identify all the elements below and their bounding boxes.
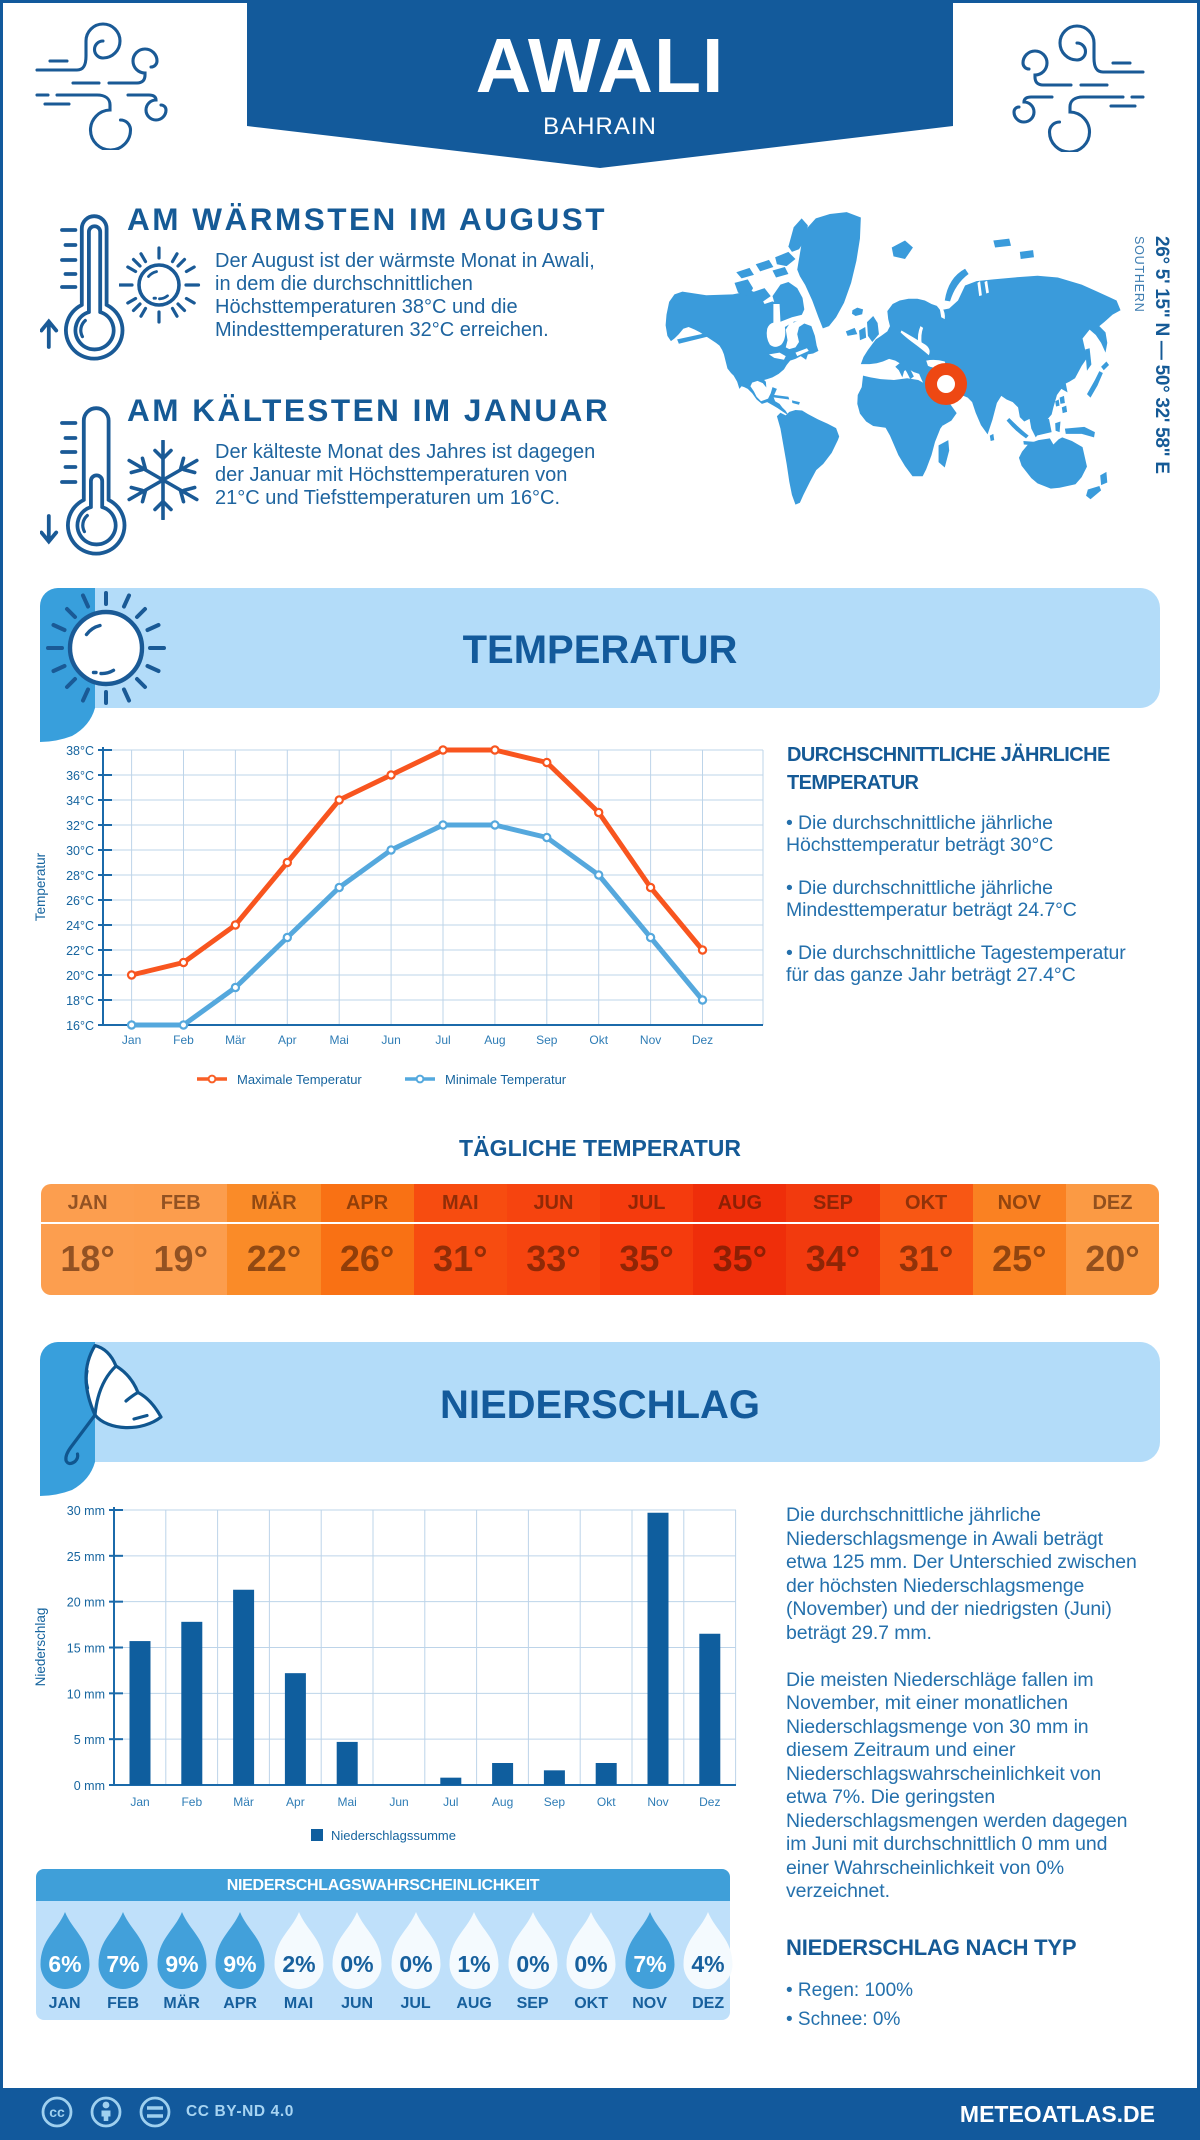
svg-text:32°C: 32°C: [66, 819, 94, 833]
svg-text:Mär: Mär: [225, 1033, 246, 1047]
svg-text:36°C: 36°C: [66, 769, 94, 783]
svg-text:15 mm: 15 mm: [67, 1641, 105, 1655]
svg-text:20°C: 20°C: [66, 969, 94, 983]
svg-text:Okt: Okt: [597, 1795, 616, 1809]
svg-text:7%: 7%: [106, 1951, 139, 1977]
svg-text:Jun: Jun: [381, 1033, 400, 1047]
svg-text:Mär: Mär: [233, 1795, 254, 1809]
svg-text:16°C: 16°C: [66, 1019, 94, 1033]
svg-text:Jun: Jun: [389, 1795, 408, 1809]
svg-text:cc: cc: [49, 2104, 65, 2120]
svg-text:30°C: 30°C: [66, 844, 94, 858]
svg-text:Feb: Feb: [173, 1033, 194, 1047]
svg-text:30 mm: 30 mm: [67, 1504, 105, 1518]
svg-text:Niederschlag: Niederschlag: [33, 1608, 48, 1687]
svg-text:0 mm: 0 mm: [74, 1779, 105, 1793]
svg-text:Aug: Aug: [492, 1795, 513, 1809]
svg-text:0%: 0%: [516, 1951, 549, 1977]
svg-text:9%: 9%: [223, 1951, 256, 1977]
svg-text:Feb: Feb: [181, 1795, 202, 1809]
svg-text:Apr: Apr: [286, 1795, 305, 1809]
svg-text:25 mm: 25 mm: [67, 1550, 105, 1564]
svg-text:2%: 2%: [282, 1951, 315, 1977]
svg-text:9%: 9%: [165, 1951, 198, 1977]
svg-text:34°C: 34°C: [66, 794, 94, 808]
svg-text:26°C: 26°C: [66, 894, 94, 908]
svg-text:Maximale Temperatur: Maximale Temperatur: [237, 1072, 362, 1087]
svg-text:0%: 0%: [340, 1951, 373, 1977]
svg-text:Jul: Jul: [435, 1033, 450, 1047]
svg-text:Temperatur: Temperatur: [33, 852, 48, 921]
svg-text:Niederschlagssumme: Niederschlagssumme: [331, 1828, 456, 1843]
svg-text:Dez: Dez: [699, 1795, 720, 1809]
svg-text:6%: 6%: [48, 1951, 81, 1977]
svg-text:10 mm: 10 mm: [67, 1687, 105, 1701]
svg-text:5 mm: 5 mm: [74, 1733, 105, 1747]
svg-text:Okt: Okt: [589, 1033, 608, 1047]
svg-text:28°C: 28°C: [66, 869, 94, 883]
svg-text:Dez: Dez: [692, 1033, 713, 1047]
svg-text:Apr: Apr: [278, 1033, 297, 1047]
svg-text:Mai: Mai: [330, 1033, 349, 1047]
svg-text:Sep: Sep: [536, 1033, 558, 1047]
svg-text:Nov: Nov: [647, 1795, 668, 1809]
svg-text:22°C: 22°C: [66, 944, 94, 958]
svg-text:Minimale Temperatur: Minimale Temperatur: [445, 1072, 567, 1087]
svg-text:24°C: 24°C: [66, 919, 94, 933]
svg-text:0%: 0%: [574, 1951, 607, 1977]
svg-text:Jul: Jul: [443, 1795, 458, 1809]
svg-text:Aug: Aug: [484, 1033, 505, 1047]
svg-text:1%: 1%: [457, 1951, 490, 1977]
svg-text:18°C: 18°C: [66, 994, 94, 1008]
svg-text:Jan: Jan: [130, 1795, 149, 1809]
svg-text:20 mm: 20 mm: [67, 1596, 105, 1610]
svg-text:Sep: Sep: [544, 1795, 566, 1809]
svg-text:0%: 0%: [399, 1951, 432, 1977]
svg-text:Mai: Mai: [338, 1795, 357, 1809]
svg-text:Jan: Jan: [122, 1033, 141, 1047]
svg-text:4%: 4%: [691, 1951, 724, 1977]
svg-text:Nov: Nov: [640, 1033, 661, 1047]
svg-text:7%: 7%: [633, 1951, 666, 1977]
svg-text:38°C: 38°C: [66, 744, 94, 758]
